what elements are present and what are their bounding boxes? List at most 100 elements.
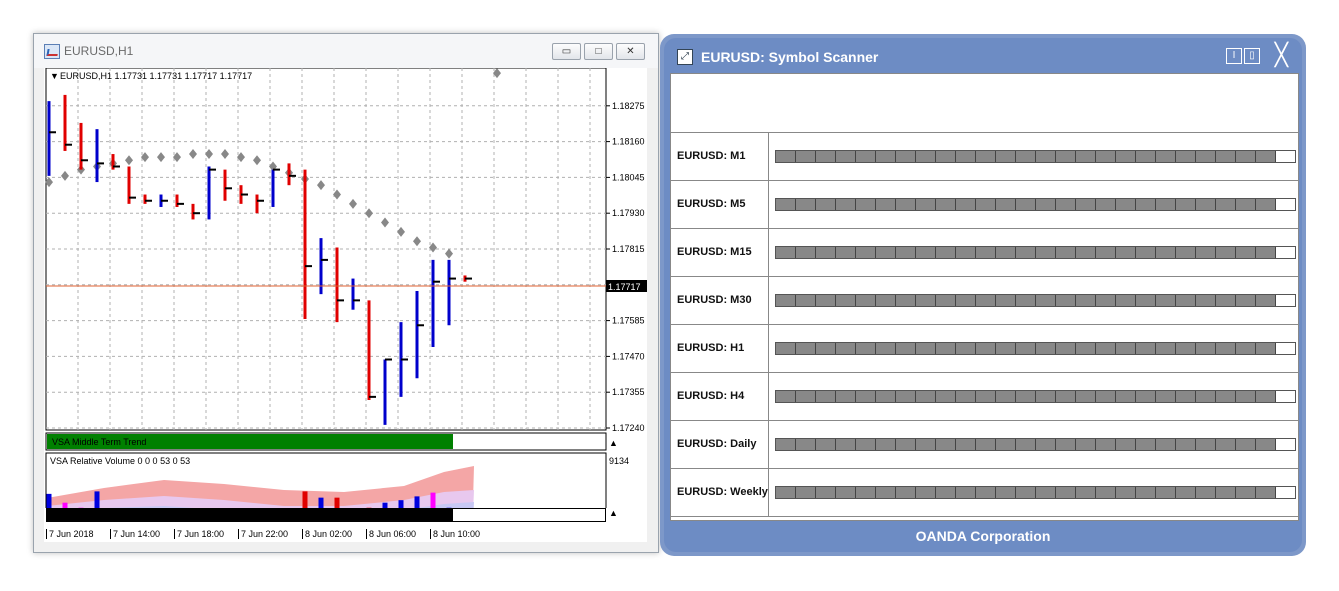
strength-cell bbox=[1216, 199, 1236, 210]
strength-cell bbox=[1076, 151, 1096, 162]
text-tool-icon[interactable]: I bbox=[1226, 48, 1242, 64]
strength-cell bbox=[956, 391, 976, 402]
strength-cell bbox=[1236, 247, 1256, 258]
psar-dot bbox=[349, 198, 357, 209]
strength-cell bbox=[916, 487, 936, 498]
strength-cell bbox=[796, 247, 816, 258]
current-price-label: 1.17717 bbox=[608, 282, 641, 292]
y-tick-label: 1.17355 bbox=[612, 387, 645, 397]
strength-cell bbox=[916, 439, 936, 450]
strength-cell bbox=[1116, 487, 1136, 498]
scanner-titlebar[interactable]: ⤢ EURUSD: Symbol Scanner I ▯ ╳ bbox=[664, 38, 1302, 74]
scanner-logo-icon: ⤢ bbox=[677, 49, 693, 65]
strength-cell bbox=[1196, 391, 1216, 402]
lower-indicator-frame bbox=[46, 508, 606, 522]
trend-bar bbox=[47, 434, 453, 449]
maximize-button[interactable]: □ bbox=[584, 43, 613, 60]
scanner-window: ⤢ EURUSD: Symbol Scanner I ▯ ╳ EURUSD: M… bbox=[660, 34, 1306, 556]
close-icon[interactable]: ╳ bbox=[1274, 42, 1288, 67]
strength-cell bbox=[976, 199, 996, 210]
strength-cell bbox=[1196, 151, 1216, 162]
strength-cell bbox=[916, 343, 936, 354]
strength-cell bbox=[976, 295, 996, 306]
strength-cell bbox=[1176, 343, 1196, 354]
strength-cell bbox=[856, 439, 876, 450]
strength-cell bbox=[916, 151, 936, 162]
strength-cell bbox=[1136, 391, 1156, 402]
scanner-strength-bar bbox=[775, 198, 1296, 211]
strength-cell bbox=[1016, 439, 1036, 450]
time-tick-label: 7 Jun 22:00 bbox=[238, 529, 288, 539]
strength-cell bbox=[1016, 343, 1036, 354]
psar-dot bbox=[381, 217, 389, 228]
strength-cell bbox=[776, 199, 796, 210]
strength-cell bbox=[836, 199, 856, 210]
strength-cell bbox=[856, 151, 876, 162]
strength-cell bbox=[1016, 391, 1036, 402]
close-button[interactable]: ✕ bbox=[616, 43, 645, 60]
strength-cell bbox=[996, 487, 1016, 498]
chart-area[interactable]: ▼ EURUSD,H1 1.17731 1.17731 1.17717 1.17… bbox=[44, 68, 647, 542]
strength-cell bbox=[876, 487, 896, 498]
strength-cell bbox=[916, 295, 936, 306]
strength-cell bbox=[1236, 391, 1256, 402]
psar-dot bbox=[61, 170, 69, 181]
strength-cell bbox=[776, 295, 796, 306]
strength-cell bbox=[1076, 391, 1096, 402]
strength-cell bbox=[876, 199, 896, 210]
chart-header: EURUSD,H1 1.17731 1.17731 1.17717 1.1771… bbox=[60, 71, 252, 81]
strength-cell bbox=[836, 151, 856, 162]
strength-cell bbox=[936, 391, 956, 402]
chart-window: EURUSD,H1 ▭ □ ✕ ▼ EURUSD,H1 1.17731 1.17… bbox=[33, 33, 659, 553]
strength-cell bbox=[1096, 391, 1116, 402]
strength-cell bbox=[816, 199, 836, 210]
minimize-button[interactable]: ▭ bbox=[552, 43, 581, 60]
strength-cell bbox=[1196, 487, 1216, 498]
psar-dot bbox=[221, 149, 229, 160]
strength-cell bbox=[1116, 295, 1136, 306]
psar-dot bbox=[189, 149, 197, 160]
strength-cell bbox=[1256, 247, 1276, 258]
strength-cell bbox=[1216, 343, 1236, 354]
strength-cell bbox=[896, 391, 916, 402]
strength-cell bbox=[1076, 487, 1096, 498]
strength-cell bbox=[1256, 439, 1276, 450]
strength-cell bbox=[936, 295, 956, 306]
scanner-row-label: EURUSD: H1 bbox=[671, 325, 769, 372]
strength-cell bbox=[1116, 151, 1136, 162]
strength-cell bbox=[1236, 151, 1256, 162]
window-restore-icon[interactable]: ▯ bbox=[1244, 48, 1260, 64]
strength-cell bbox=[1216, 247, 1236, 258]
strength-cell bbox=[1096, 439, 1116, 450]
lower-indicator-panel: ▲ bbox=[44, 508, 647, 526]
strength-cell bbox=[816, 439, 836, 450]
strength-cell bbox=[1156, 487, 1176, 498]
psar-dot bbox=[429, 242, 437, 253]
trend-label: VSA Middle Term Trend bbox=[52, 437, 146, 447]
strength-cell bbox=[976, 247, 996, 258]
strength-cell bbox=[896, 295, 916, 306]
strength-cell bbox=[896, 343, 916, 354]
psar-dot bbox=[237, 152, 245, 163]
strength-cell bbox=[996, 439, 1016, 450]
strength-cell bbox=[816, 487, 836, 498]
y-tick-label: 1.17470 bbox=[612, 351, 645, 361]
strength-cell bbox=[1116, 199, 1136, 210]
strength-cell bbox=[1136, 247, 1156, 258]
strength-cell bbox=[816, 151, 836, 162]
strength-cell bbox=[1016, 295, 1036, 306]
scanner-title: EURUSD: Symbol Scanner bbox=[701, 49, 879, 65]
time-tick-label: 7 Jun 18:00 bbox=[174, 529, 224, 539]
strength-cell bbox=[796, 391, 816, 402]
strength-cell bbox=[1196, 247, 1216, 258]
strength-cell bbox=[856, 487, 876, 498]
strength-cell bbox=[1176, 391, 1196, 402]
strength-cell bbox=[976, 439, 996, 450]
strength-cell bbox=[1256, 343, 1276, 354]
strength-cell bbox=[1056, 439, 1076, 450]
y-tick-label: 1.18275 bbox=[612, 101, 645, 111]
strength-cell bbox=[776, 343, 796, 354]
strength-cell bbox=[916, 247, 936, 258]
chart-titlebar[interactable]: EURUSD,H1 ▭ □ ✕ bbox=[34, 34, 658, 68]
strength-cell bbox=[1036, 439, 1056, 450]
